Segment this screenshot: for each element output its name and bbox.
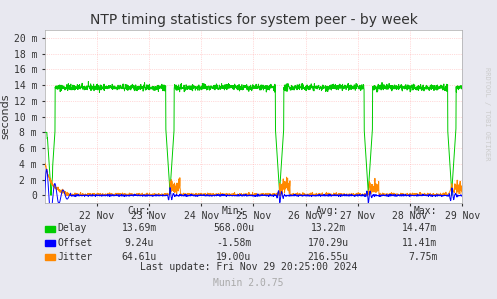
Text: Avg:: Avg: <box>316 206 340 216</box>
Text: 19.00u: 19.00u <box>216 252 251 262</box>
Text: 216.55u: 216.55u <box>308 252 348 262</box>
Text: Last update: Fri Nov 29 20:25:00 2024: Last update: Fri Nov 29 20:25:00 2024 <box>140 262 357 272</box>
Text: 11.41m: 11.41m <box>402 238 437 248</box>
Text: Max:: Max: <box>414 206 437 216</box>
Text: 568.00u: 568.00u <box>213 223 254 234</box>
Text: Delay: Delay <box>57 223 86 234</box>
Text: 13.69m: 13.69m <box>122 223 157 234</box>
Text: 64.61u: 64.61u <box>122 252 157 262</box>
Text: RRDTOOL / TOBI OETIKER: RRDTOOL / TOBI OETIKER <box>484 67 490 160</box>
Text: Min:: Min: <box>222 206 246 216</box>
Title: NTP timing statistics for system peer - by week: NTP timing statistics for system peer - … <box>89 13 417 27</box>
Text: 14.47m: 14.47m <box>402 223 437 234</box>
Text: -1.58m: -1.58m <box>216 238 251 248</box>
Text: Munin 2.0.75: Munin 2.0.75 <box>213 277 284 288</box>
Text: 7.75m: 7.75m <box>408 252 437 262</box>
Text: 170.29u: 170.29u <box>308 238 348 248</box>
Text: 13.22m: 13.22m <box>311 223 345 234</box>
Text: Cur:: Cur: <box>127 206 151 216</box>
Y-axis label: seconds: seconds <box>1 94 11 139</box>
Text: Offset: Offset <box>57 238 92 248</box>
Text: 9.24u: 9.24u <box>124 238 154 248</box>
Text: Jitter: Jitter <box>57 252 92 262</box>
